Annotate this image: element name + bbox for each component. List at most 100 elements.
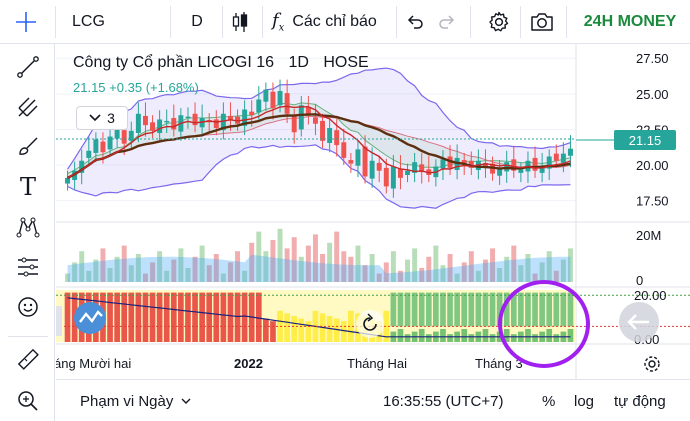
candle-body [376, 162, 382, 171]
candle-body [291, 115, 297, 133]
candle-body [305, 107, 311, 116]
brand-logo[interactable]: 24H MONEY [583, 13, 677, 30]
pitchfork-tool[interactable] [8, 90, 48, 124]
oscillator-bar [142, 292, 149, 342]
candle-body [518, 169, 524, 173]
percent-toggle[interactable]: % [542, 392, 556, 410]
text-tool[interactable]: T [8, 170, 48, 204]
candle-body [419, 164, 425, 173]
logo-watermark [74, 302, 106, 334]
zoom-in-icon [18, 391, 38, 411]
volume-bar [546, 251, 552, 282]
legend-title: Công ty Cổ phần LICOGI 16 1D HOSE [73, 54, 369, 72]
candle-body [334, 130, 340, 146]
auto-scale-toggle[interactable]: tự động [614, 392, 666, 410]
oscillator-upper-bar [468, 292, 475, 327]
volume-bar [341, 251, 347, 282]
ruler-tool[interactable] [8, 342, 48, 376]
chart-type-button[interactable] [226, 0, 254, 44]
bottom-toolbar: Phạm vi Ngày 16:35:55 (UTC+7) % log tự đ… [56, 379, 690, 421]
undo-button[interactable] [400, 0, 430, 44]
candle-body [150, 122, 156, 131]
oscillator-upper-bar [567, 292, 574, 327]
oscillator-bar [348, 310, 354, 342]
reset-chart-button[interactable] [356, 310, 384, 338]
settings-button[interactable] [482, 0, 516, 44]
oscillator-bar [255, 292, 262, 342]
chevron-down-icon [89, 114, 101, 122]
brush-tool[interactable] [8, 130, 48, 164]
candle-body [567, 148, 573, 156]
pane-scroll-handle[interactable] [56, 306, 62, 336]
scroll-to-realtime-button[interactable] [619, 302, 659, 342]
candle-body [192, 113, 198, 126]
volume-bar [567, 248, 573, 282]
oscillator-bar [149, 292, 156, 342]
candle-body [79, 160, 85, 173]
symbol-search[interactable]: LCG [72, 0, 132, 44]
volume-bar [490, 248, 496, 282]
indicators-label: Các chỉ báo [292, 13, 377, 30]
candle-body [327, 128, 333, 143]
candle-body [383, 167, 389, 187]
volume-bar [65, 273, 71, 282]
date-range-button[interactable]: Phạm vi Ngày [80, 380, 191, 421]
zoom-tool[interactable] [8, 384, 48, 418]
legend-change-pct: (+1.68%) [145, 80, 199, 95]
oscillator-bar [340, 321, 347, 342]
redo-button[interactable] [432, 0, 462, 44]
oscillator-bar [156, 292, 163, 342]
interval-button[interactable]: D [180, 0, 214, 44]
oscillator-bar [213, 292, 220, 342]
chevron-down-icon [181, 398, 191, 404]
volume-bar [206, 265, 212, 282]
oscillator-bar [404, 334, 411, 342]
volume-bar [178, 248, 184, 282]
candle-body [497, 169, 503, 176]
candle-body [256, 99, 262, 113]
icon-tool[interactable] [8, 290, 48, 324]
oscillator-upper-bar [425, 292, 432, 327]
oscillator-upper-bar [525, 292, 531, 327]
indicators-collapse-button[interactable]: 3 [76, 106, 128, 130]
volume-bar [511, 245, 517, 282]
volume-bar [426, 256, 432, 282]
volume-bar [86, 270, 92, 282]
volume-bar [235, 251, 241, 282]
volume-bar [355, 245, 361, 282]
snapshot-button[interactable] [524, 0, 560, 44]
prediction-tool[interactable] [8, 250, 48, 284]
pattern-tool[interactable] [8, 210, 48, 244]
candle-body [220, 113, 226, 131]
gear-icon [489, 11, 509, 32]
candle-body [440, 159, 446, 169]
volume-bar [334, 231, 340, 282]
candle-body [560, 153, 566, 163]
candle-body [135, 113, 141, 133]
current-price-label: 21.15 [629, 133, 662, 148]
candle-body [171, 118, 177, 130]
trend-line-tool[interactable] [8, 50, 48, 84]
chart-area[interactable]: 27.50 25.00 22.50 20.00 17.50 21.15 20M 0 20… [56, 44, 690, 379]
volume-bar [270, 240, 276, 282]
candle-body [546, 156, 552, 169]
oscillator-bar [206, 292, 213, 342]
volume-bar [157, 251, 163, 282]
axis-settings-icon[interactable] [644, 356, 660, 372]
volume-bar [532, 273, 538, 282]
oscillator-bar [298, 318, 305, 342]
oscillator-bar [397, 329, 404, 342]
undo-icon [407, 15, 423, 29]
volume-bar [72, 262, 78, 282]
volume-bar [263, 251, 269, 282]
volume-bar [185, 268, 191, 282]
clock-display[interactable]: 16:35:55 (UTC+7) [383, 392, 504, 410]
volume-bar [468, 251, 474, 282]
candle-body [468, 160, 474, 168]
volume-bar [440, 265, 446, 282]
indicators-button[interactable]: fx Các chỉ báo [272, 0, 392, 44]
smiley-icon [18, 297, 38, 317]
log-toggle[interactable]: log [574, 392, 595, 410]
crosshair-tool[interactable] [6, 0, 46, 44]
